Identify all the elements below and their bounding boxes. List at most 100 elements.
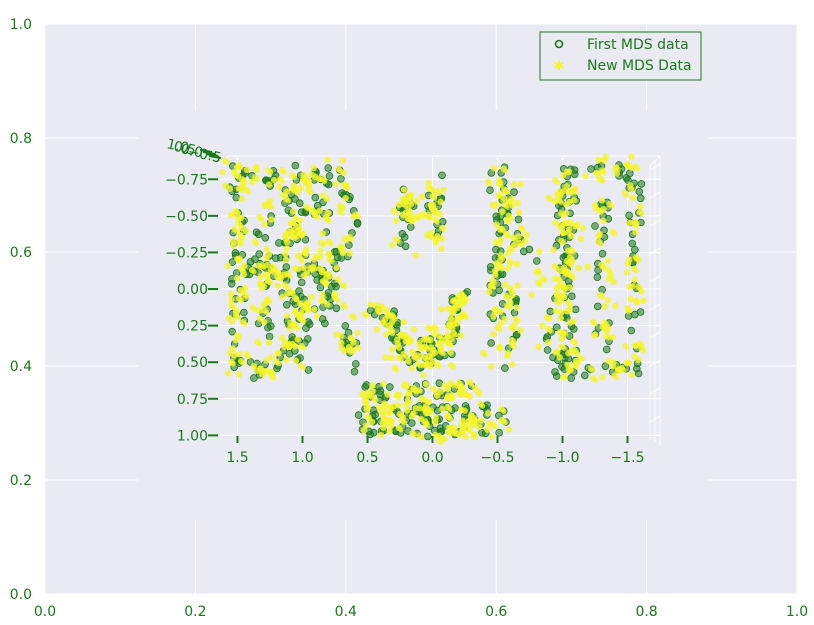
point-new-mds <box>389 346 396 353</box>
point-new-mds <box>382 354 389 361</box>
point-new-mds <box>431 324 438 331</box>
point-new-mds <box>238 195 246 203</box>
point-first-mds <box>302 324 310 332</box>
point-new-mds <box>384 391 391 398</box>
point-first-mds <box>587 165 595 173</box>
point-new-mds <box>560 329 567 336</box>
point-new-mds <box>395 344 403 351</box>
point-new-mds <box>372 396 379 404</box>
point-new-mds <box>309 263 317 271</box>
point-new-mds <box>560 374 567 381</box>
point-new-mds <box>468 412 475 419</box>
inner-3d-frame <box>214 155 661 445</box>
point-first-mds <box>354 411 363 419</box>
inner-y-tick-label: 0.50 <box>177 355 208 371</box>
point-new-mds <box>448 362 455 369</box>
point-first-mds <box>546 307 555 316</box>
point-new-mds <box>590 375 597 382</box>
point-new-mds <box>279 334 286 342</box>
point-new-mds <box>338 339 345 346</box>
point-new-mds <box>560 293 568 301</box>
point-new-mds <box>292 187 299 194</box>
point-new-mds <box>631 265 638 272</box>
point-new-mds <box>563 257 570 265</box>
point-new-mds <box>316 207 323 214</box>
point-new-mds <box>274 273 281 280</box>
point-new-mds <box>551 263 558 270</box>
point-new-mds <box>226 314 233 322</box>
point-new-mds <box>445 339 452 347</box>
point-new-mds <box>309 207 316 214</box>
point-new-mds <box>422 380 430 388</box>
inner-depth-gridline <box>649 275 661 283</box>
point-new-mds <box>623 360 630 367</box>
point-new-mds <box>279 166 286 174</box>
point-new-mds <box>515 209 523 216</box>
point-new-mds <box>354 329 361 336</box>
point-new-mds <box>264 261 271 269</box>
point-new-mds <box>584 263 591 270</box>
point-new-mds <box>400 319 407 326</box>
inner-x-tick-label: 1.0 <box>291 450 313 466</box>
point-new-mds <box>621 190 629 197</box>
point-first-mds <box>311 193 320 202</box>
point-first-mds <box>325 172 334 180</box>
point-new-mds <box>599 373 606 381</box>
point-new-mds <box>624 260 632 267</box>
point-new-mds <box>458 406 465 413</box>
point-new-mds <box>312 212 319 219</box>
point-new-mds <box>400 186 408 193</box>
point-new-mds <box>363 406 371 413</box>
point-new-mds <box>425 184 433 192</box>
point-new-mds <box>558 237 565 245</box>
point-new-mds <box>387 416 394 423</box>
point-new-mds <box>427 344 435 351</box>
point-new-mds <box>308 171 315 178</box>
point-new-mds <box>333 264 340 271</box>
point-new-mds <box>528 291 535 298</box>
inner-y-tick-label: −0.25 <box>165 245 208 261</box>
point-first-mds <box>275 239 283 247</box>
point-first-mds <box>543 346 552 354</box>
point-first-mds <box>601 362 610 371</box>
point-new-mds <box>631 353 638 360</box>
point-new-mds <box>633 255 640 262</box>
point-new-mds <box>636 340 644 347</box>
point-new-mds <box>433 188 441 195</box>
point-new-mds <box>447 349 454 356</box>
point-first-mds <box>291 195 299 203</box>
point-first-mds <box>407 419 416 427</box>
point-new-mds <box>264 297 271 304</box>
point-new-mds <box>493 201 500 208</box>
point-new-mds <box>293 296 300 303</box>
point-new-mds <box>490 421 497 429</box>
point-new-mds <box>508 337 516 344</box>
point-new-mds <box>321 279 328 286</box>
point-first-mds <box>501 364 509 372</box>
point-new-mds <box>501 281 509 288</box>
point-first-mds <box>438 171 446 180</box>
point-new-mds <box>450 329 457 336</box>
point-new-mds <box>507 299 514 306</box>
point-first-mds <box>406 223 415 231</box>
point-new-mds <box>265 167 272 174</box>
point-new-mds <box>305 178 313 185</box>
inner-depth-gridline <box>649 331 661 339</box>
point-new-mds <box>353 211 360 218</box>
point-new-mds <box>555 276 563 283</box>
point-new-mds <box>249 178 256 185</box>
point-new-mds <box>289 233 296 240</box>
inner-y-tick-label: 0.00 <box>177 282 208 298</box>
point-new-mds <box>261 318 268 326</box>
outer-y-tick-label: 0.4 <box>10 359 32 375</box>
point-new-mds <box>426 409 433 416</box>
point-new-mds <box>339 157 346 164</box>
inner-x-tick-label: 0.0 <box>421 450 443 466</box>
inner-depth-gridline <box>649 247 661 255</box>
point-first-mds <box>552 323 561 332</box>
point-new-mds <box>495 180 503 187</box>
point-first-mds <box>423 432 432 441</box>
point-new-mds <box>382 331 390 338</box>
point-new-mds <box>612 302 619 309</box>
inner-depth-gridline <box>649 359 661 367</box>
